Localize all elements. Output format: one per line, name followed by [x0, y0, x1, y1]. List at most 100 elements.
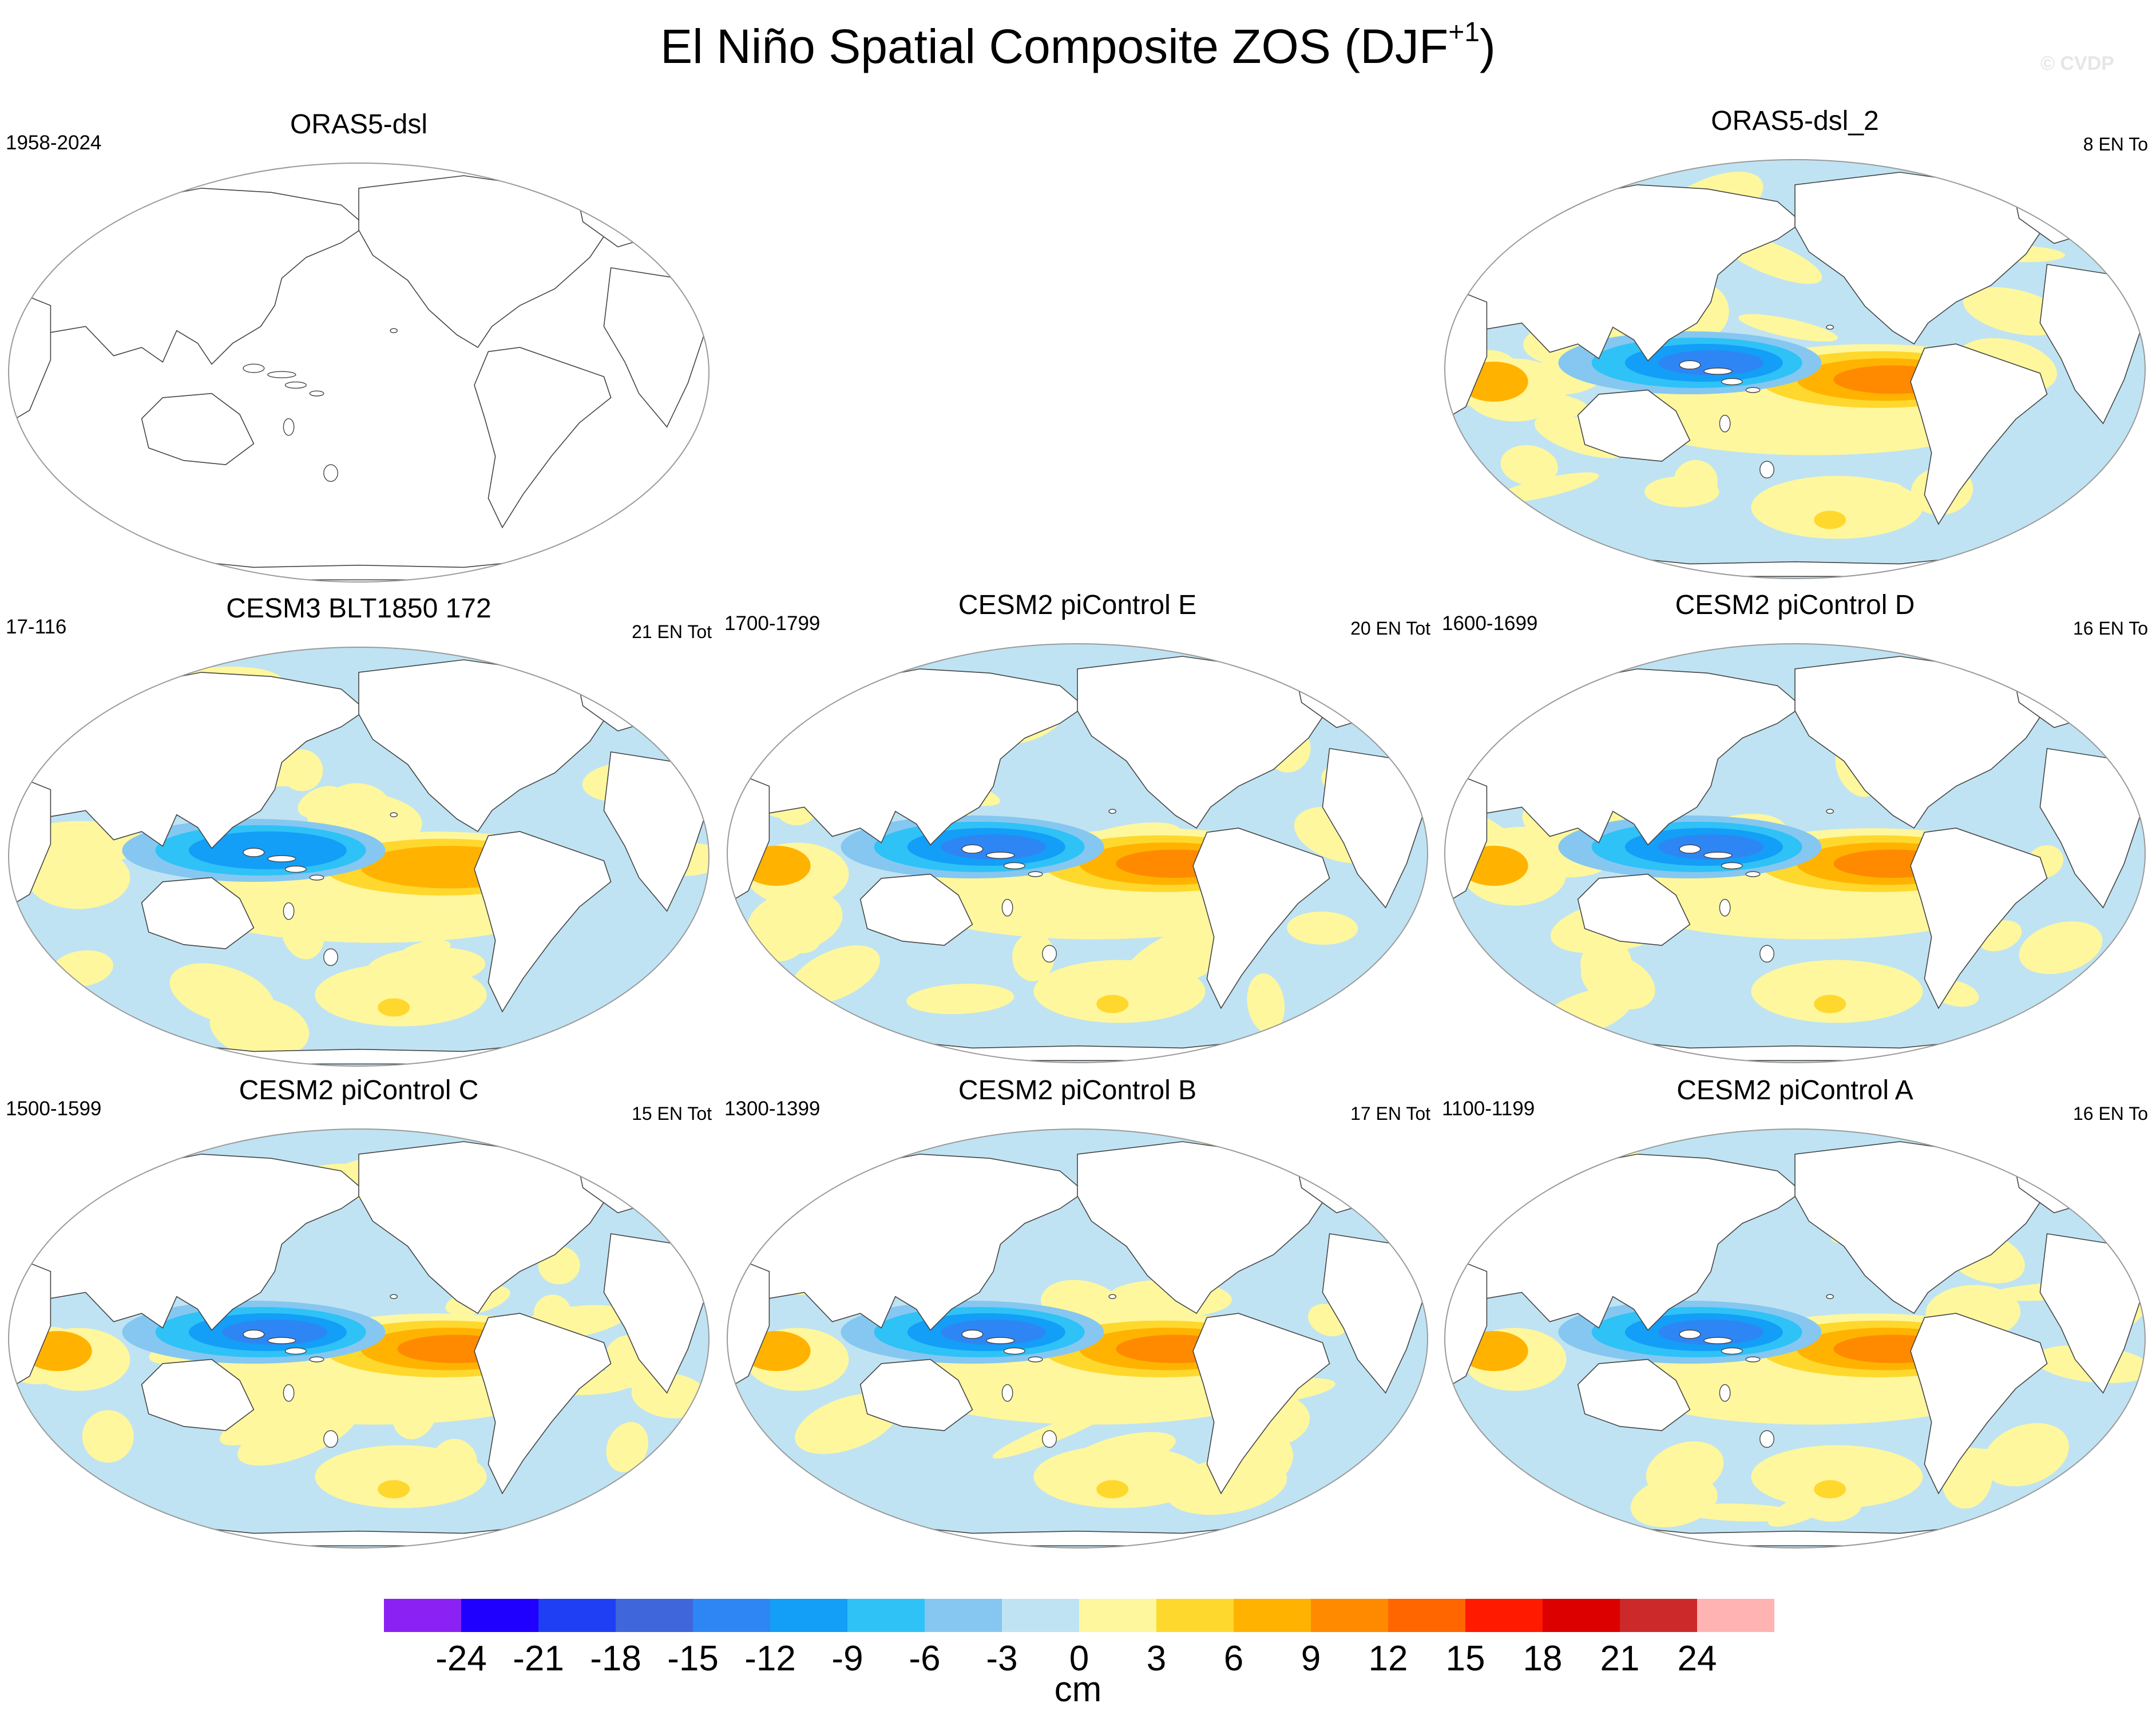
- land-island: [1721, 1347, 1743, 1355]
- map-border: [8, 163, 710, 583]
- colorbar-box: [384, 1599, 461, 1632]
- watermark: © CVDP: [2040, 53, 2114, 74]
- map-border: [8, 647, 710, 1067]
- land-island: [1108, 1294, 1117, 1300]
- land-island: [1003, 862, 1025, 870]
- land-island: [390, 812, 398, 818]
- land-island: [1719, 414, 1731, 433]
- land-island: [1745, 1356, 1761, 1363]
- world-map: [8, 1128, 710, 1548]
- positive-anomaly-patch: [1500, 445, 1558, 486]
- land-island: [323, 1430, 338, 1448]
- map-area: [6, 618, 712, 1067]
- colorbar-tick-label: -18: [590, 1639, 641, 1678]
- colorbar-box: [1465, 1599, 1543, 1632]
- figure-title: El Niño Spatial Composite ZOS (DJF+1): [0, 15, 2156, 78]
- colorbar-units: cm: [1054, 1670, 1102, 1709]
- colorbar-tick-label: 18: [1523, 1639, 1563, 1678]
- world-map: [8, 163, 710, 583]
- map-panel: CESM3 BLT1850 172 17-116 21 EN Tot: [6, 593, 712, 1067]
- colorbar-box: [847, 1599, 925, 1632]
- positive-anomaly-patch: [315, 1445, 487, 1508]
- positive-anomaly-patch: [378, 1480, 410, 1499]
- land-australia: [1577, 389, 1691, 462]
- land-island: [986, 851, 1015, 859]
- colorbar-box: [538, 1599, 616, 1632]
- map-panel: CESM2 piControl D 1600-1699 16 EN To: [1442, 589, 2148, 1063]
- land-island: [283, 902, 295, 920]
- land-asia: [1454, 1154, 1803, 1331]
- positive-anomaly-patch: [27, 846, 130, 909]
- land-antarctica: [112, 556, 606, 581]
- map-field: [1445, 160, 2145, 579]
- la-nina-cool-pool: [222, 1320, 328, 1345]
- land-island: [243, 847, 265, 857]
- map-area: [1442, 1100, 2148, 1548]
- map-border: [8, 1128, 710, 1548]
- land-island: [283, 1384, 295, 1402]
- colorbar-tick-label: -15: [667, 1639, 719, 1678]
- land-island: [309, 874, 324, 881]
- colorbar-tick-label: 9: [1301, 1639, 1321, 1678]
- land-island: [284, 381, 307, 389]
- positive-anomaly-patch: [1644, 476, 1719, 508]
- panel-title: ORAS5-dsl_2: [1711, 106, 1879, 136]
- land-island: [309, 1356, 324, 1363]
- land-island: [283, 418, 295, 436]
- panel-title: ORAS5-dsl: [290, 109, 428, 140]
- positive-anomaly-patch: [1751, 476, 1923, 539]
- map-border: [1444, 643, 2146, 1063]
- positive-anomaly-patch: [1096, 995, 1129, 1013]
- land-island: [1759, 1430, 1774, 1448]
- map-panel: CESM2 piControl A 1100-1199 16 EN To: [1442, 1075, 2148, 1548]
- land-island: [1042, 945, 1057, 963]
- colorbar-tick-labels: -24 -21 -18 -15 -12 -9 -6 -3 0 3 6 9 12 15 18 21 24: [0, 1639, 2156, 1679]
- positive-anomaly-patch: [82, 1410, 134, 1463]
- land-island: [267, 371, 296, 378]
- land-samerica: [1910, 1313, 2048, 1495]
- colorbar-box: [1388, 1599, 1465, 1632]
- la-nina-cool-pool: [1658, 1320, 1764, 1345]
- positive-anomaly-patch: [1033, 1445, 1206, 1508]
- colorbar-tick-label: -9: [831, 1639, 863, 1678]
- land-island: [1759, 945, 1774, 963]
- map-field: [1445, 1129, 2145, 1548]
- la-nina-cool-pool: [941, 1320, 1047, 1345]
- land-asia: [737, 668, 1085, 846]
- land-asia: [18, 672, 367, 849]
- map-panel: CESM2 piControl E 1700-1799 20 EN Tot: [724, 589, 1430, 1063]
- land-island: [961, 844, 984, 854]
- la-nina-cool-pool: [941, 834, 1047, 860]
- colorbar-tick-label: -6: [909, 1639, 941, 1678]
- panel-years: 1600-1699: [1442, 612, 1538, 635]
- colorbar-box: [1079, 1599, 1156, 1632]
- land-island: [323, 464, 338, 482]
- colorbar-tick-label: 12: [1368, 1639, 1408, 1678]
- colorbar-box: [1543, 1599, 1620, 1632]
- figure-title-closing: ): [1479, 19, 1496, 73]
- colorbar-tick-label: 21: [1600, 1639, 1640, 1678]
- colorbar-box: [925, 1599, 1002, 1632]
- land-island: [267, 1337, 296, 1344]
- panel-event-count: 8 EN To: [2083, 134, 2148, 155]
- positive-anomaly-patch: [1751, 1445, 1923, 1508]
- positive-anomaly-patch: [378, 998, 410, 1017]
- land-samerica: [1910, 343, 2048, 525]
- land-island: [1703, 367, 1733, 375]
- colorbar-tick-label: -21: [513, 1639, 564, 1678]
- world-map: [1444, 1128, 2146, 1548]
- land-australia: [141, 1358, 255, 1431]
- world-map: [8, 647, 710, 1067]
- panel-title: CESM3 BLT1850 172: [226, 593, 492, 624]
- land-island: [1703, 1337, 1733, 1344]
- colorbar-tick-label: -24: [435, 1639, 487, 1678]
- land-australia: [859, 1358, 973, 1431]
- colorbar-box: [461, 1599, 538, 1632]
- land-island: [1745, 387, 1761, 393]
- land-island: [1759, 461, 1774, 479]
- land-island: [1679, 1329, 1701, 1339]
- positive-anomaly-patch: [1983, 1423, 2069, 1487]
- panel-years: 1958-2024: [6, 132, 102, 154]
- positive-anomaly-patch: [1738, 314, 1838, 342]
